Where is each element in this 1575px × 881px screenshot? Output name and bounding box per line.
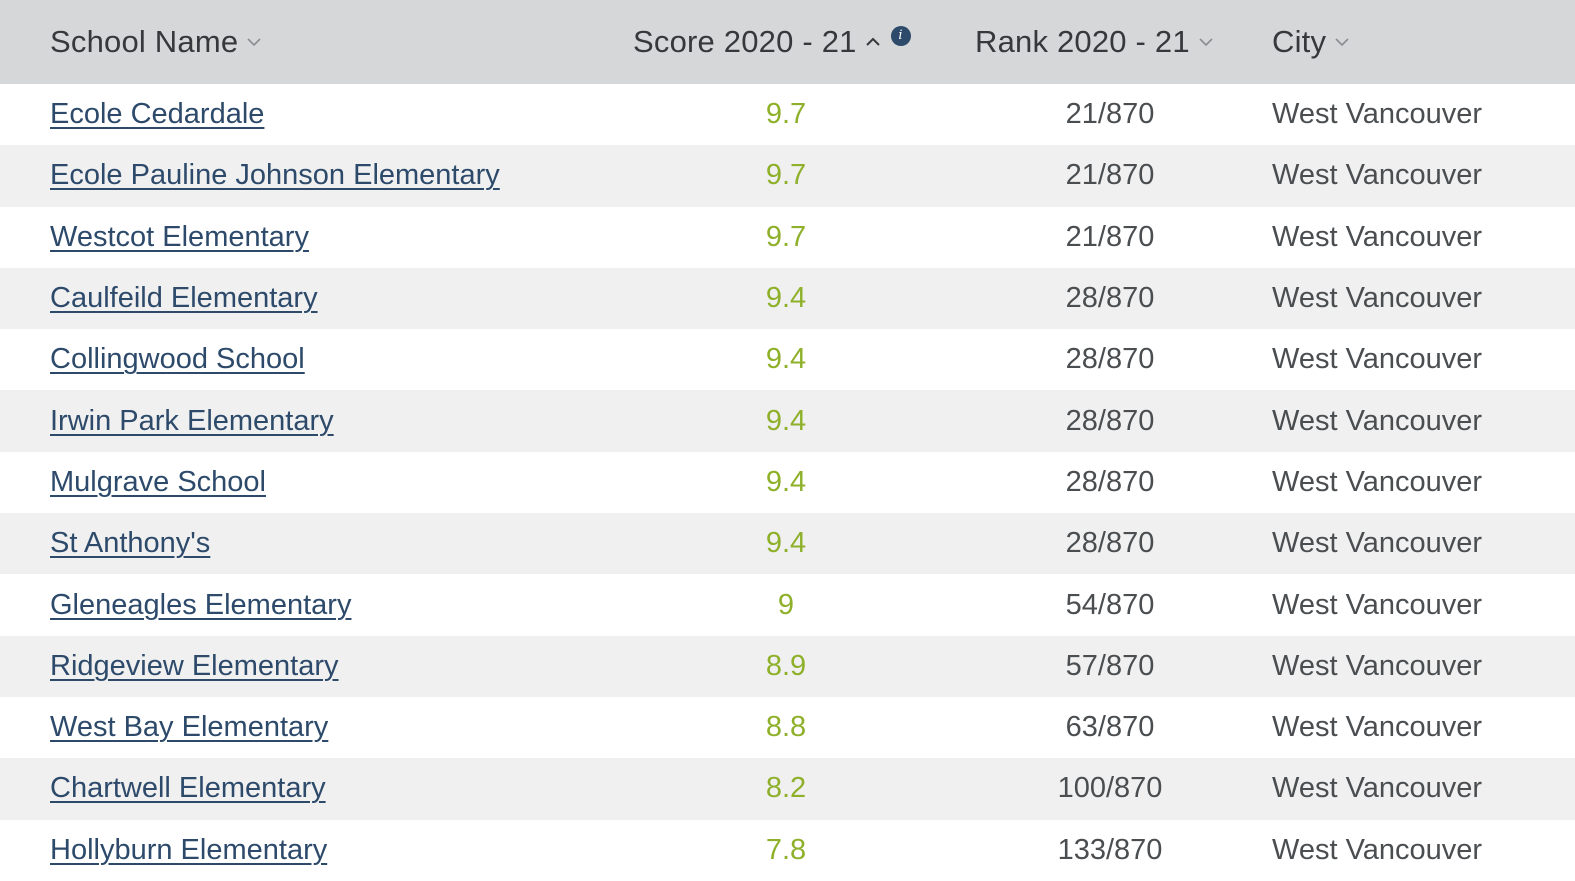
city-value: West Vancouver bbox=[1272, 98, 1483, 131]
school-name-link[interactable]: St Anthony's bbox=[50, 527, 211, 560]
school-name-link[interactable]: Chartwell Elementary bbox=[50, 772, 326, 805]
city-value: West Vancouver bbox=[1272, 159, 1483, 192]
score-value: 9.7 bbox=[765, 98, 807, 131]
city-value: West Vancouver bbox=[1272, 588, 1483, 621]
rank-value: 57/870 bbox=[1065, 649, 1155, 682]
rank-value: 28/870 bbox=[1065, 527, 1155, 560]
school-name-link[interactable]: Mulgrave School bbox=[50, 465, 266, 498]
score-value: 8.2 bbox=[765, 772, 807, 805]
rank-value: 133/870 bbox=[1057, 833, 1163, 866]
column-header-label: School Name bbox=[50, 24, 239, 59]
city-value: West Vancouver bbox=[1272, 404, 1483, 437]
table-header: School Name Score 2020 - 21 i Rank 2020 … bbox=[0, 0, 1575, 84]
rank-value: 21/870 bbox=[1065, 98, 1155, 131]
chevron-down-icon bbox=[246, 34, 262, 50]
score-value: 9.7 bbox=[765, 159, 807, 192]
table-row: Mulgrave School 9.4 28/870 West Vancouve… bbox=[0, 452, 1575, 513]
score-value: 9.4 bbox=[765, 527, 807, 560]
column-header-label: Rank 2020 - 21 bbox=[975, 24, 1190, 59]
table-row: Westcot Elementary 9.7 21/870 West Vanco… bbox=[0, 207, 1575, 268]
rank-value: 28/870 bbox=[1065, 465, 1155, 498]
city-value: West Vancouver bbox=[1272, 649, 1483, 682]
table-row: Ecole Pauline Johnson Elementary 9.7 21/… bbox=[0, 145, 1575, 207]
chevron-down-icon bbox=[1334, 34, 1350, 50]
score-value: 9.4 bbox=[765, 465, 807, 498]
city-value: West Vancouver bbox=[1272, 343, 1483, 376]
table-row: Collingwood School 9.4 28/870 West Vanco… bbox=[0, 329, 1575, 390]
table-row: St Anthony's 9.4 28/870 West Vancouver bbox=[0, 513, 1575, 575]
rank-value: 21/870 bbox=[1065, 220, 1155, 253]
rank-value: 100/870 bbox=[1057, 772, 1163, 805]
school-name-link[interactable]: West Bay Elementary bbox=[50, 711, 329, 744]
city-value: West Vancouver bbox=[1272, 282, 1483, 315]
rank-value: 21/870 bbox=[1065, 159, 1155, 192]
score-value: 8.8 bbox=[765, 711, 807, 744]
school-name-link[interactable]: Caulfeild Elementary bbox=[50, 282, 318, 315]
table-row: Caulfeild Elementary 9.4 28/870 West Van… bbox=[0, 267, 1575, 330]
school-name-link[interactable]: Ridgeview Elementary bbox=[50, 649, 339, 682]
rank-value: 63/870 bbox=[1065, 711, 1155, 744]
info-icon[interactable]: i bbox=[890, 26, 911, 46]
city-value: West Vancouver bbox=[1272, 711, 1483, 744]
score-value: 9.4 bbox=[765, 282, 807, 315]
school-name-link[interactable]: Ecole Pauline Johnson Elementary bbox=[50, 159, 500, 192]
score-value: 7.8 bbox=[765, 833, 807, 866]
chevron-down-icon bbox=[1198, 34, 1214, 50]
table-row: Chartwell Elementary 8.2 100/870 West Va… bbox=[0, 758, 1575, 820]
school-name-link[interactable]: Ecole Cedardale bbox=[50, 98, 265, 131]
column-header-school-name[interactable]: School Name bbox=[50, 0, 262, 84]
school-name-link[interactable]: Irwin Park Elementary bbox=[50, 404, 334, 437]
city-value: West Vancouver bbox=[1272, 527, 1483, 560]
column-header-city[interactable]: City bbox=[1272, 0, 1350, 84]
city-value: West Vancouver bbox=[1272, 833, 1483, 866]
school-name-link[interactable]: Westcot Elementary bbox=[50, 220, 309, 253]
table-row: Hollyburn Elementary 7.8 133/870 West Va… bbox=[0, 820, 1575, 881]
city-value: West Vancouver bbox=[1272, 220, 1483, 253]
city-value: West Vancouver bbox=[1272, 772, 1483, 805]
rank-value: 28/870 bbox=[1065, 282, 1155, 315]
column-header-score[interactable]: Score 2020 - 21 i bbox=[633, 0, 911, 84]
column-header-label: Score 2020 - 21 bbox=[633, 24, 857, 59]
table-row: West Bay Elementary 8.8 63/870 West Vanc… bbox=[0, 697, 1575, 758]
rank-value: 54/870 bbox=[1065, 588, 1155, 621]
column-header-label: City bbox=[1272, 24, 1327, 59]
school-name-link[interactable]: Collingwood School bbox=[50, 343, 305, 376]
city-value: West Vancouver bbox=[1272, 465, 1483, 498]
table-body: Ecole Cedardale 9.7 21/870 West Vancouve… bbox=[0, 84, 1575, 881]
school-name-link[interactable]: Hollyburn Elementary bbox=[50, 833, 328, 866]
score-value: 9 bbox=[777, 588, 795, 621]
table-row: Ecole Cedardale 9.7 21/870 West Vancouve… bbox=[0, 84, 1575, 145]
chevron-up-icon bbox=[865, 34, 881, 50]
score-value: 9.4 bbox=[765, 404, 807, 437]
table-row: Ridgeview Elementary 8.9 57/870 West Van… bbox=[0, 635, 1575, 697]
table-row: Gleneagles Elementary 9 54/870 West Vanc… bbox=[0, 574, 1575, 635]
school-name-link[interactable]: Gleneagles Elementary bbox=[50, 588, 352, 621]
table-row: Irwin Park Elementary 9.4 28/870 West Va… bbox=[0, 390, 1575, 452]
score-value: 8.9 bbox=[765, 649, 807, 682]
rank-value: 28/870 bbox=[1065, 404, 1155, 437]
column-header-rank[interactable]: Rank 2020 - 21 bbox=[975, 0, 1214, 84]
score-value: 9.7 bbox=[765, 220, 807, 253]
rank-value: 28/870 bbox=[1065, 343, 1155, 376]
score-value: 9.4 bbox=[765, 343, 807, 376]
